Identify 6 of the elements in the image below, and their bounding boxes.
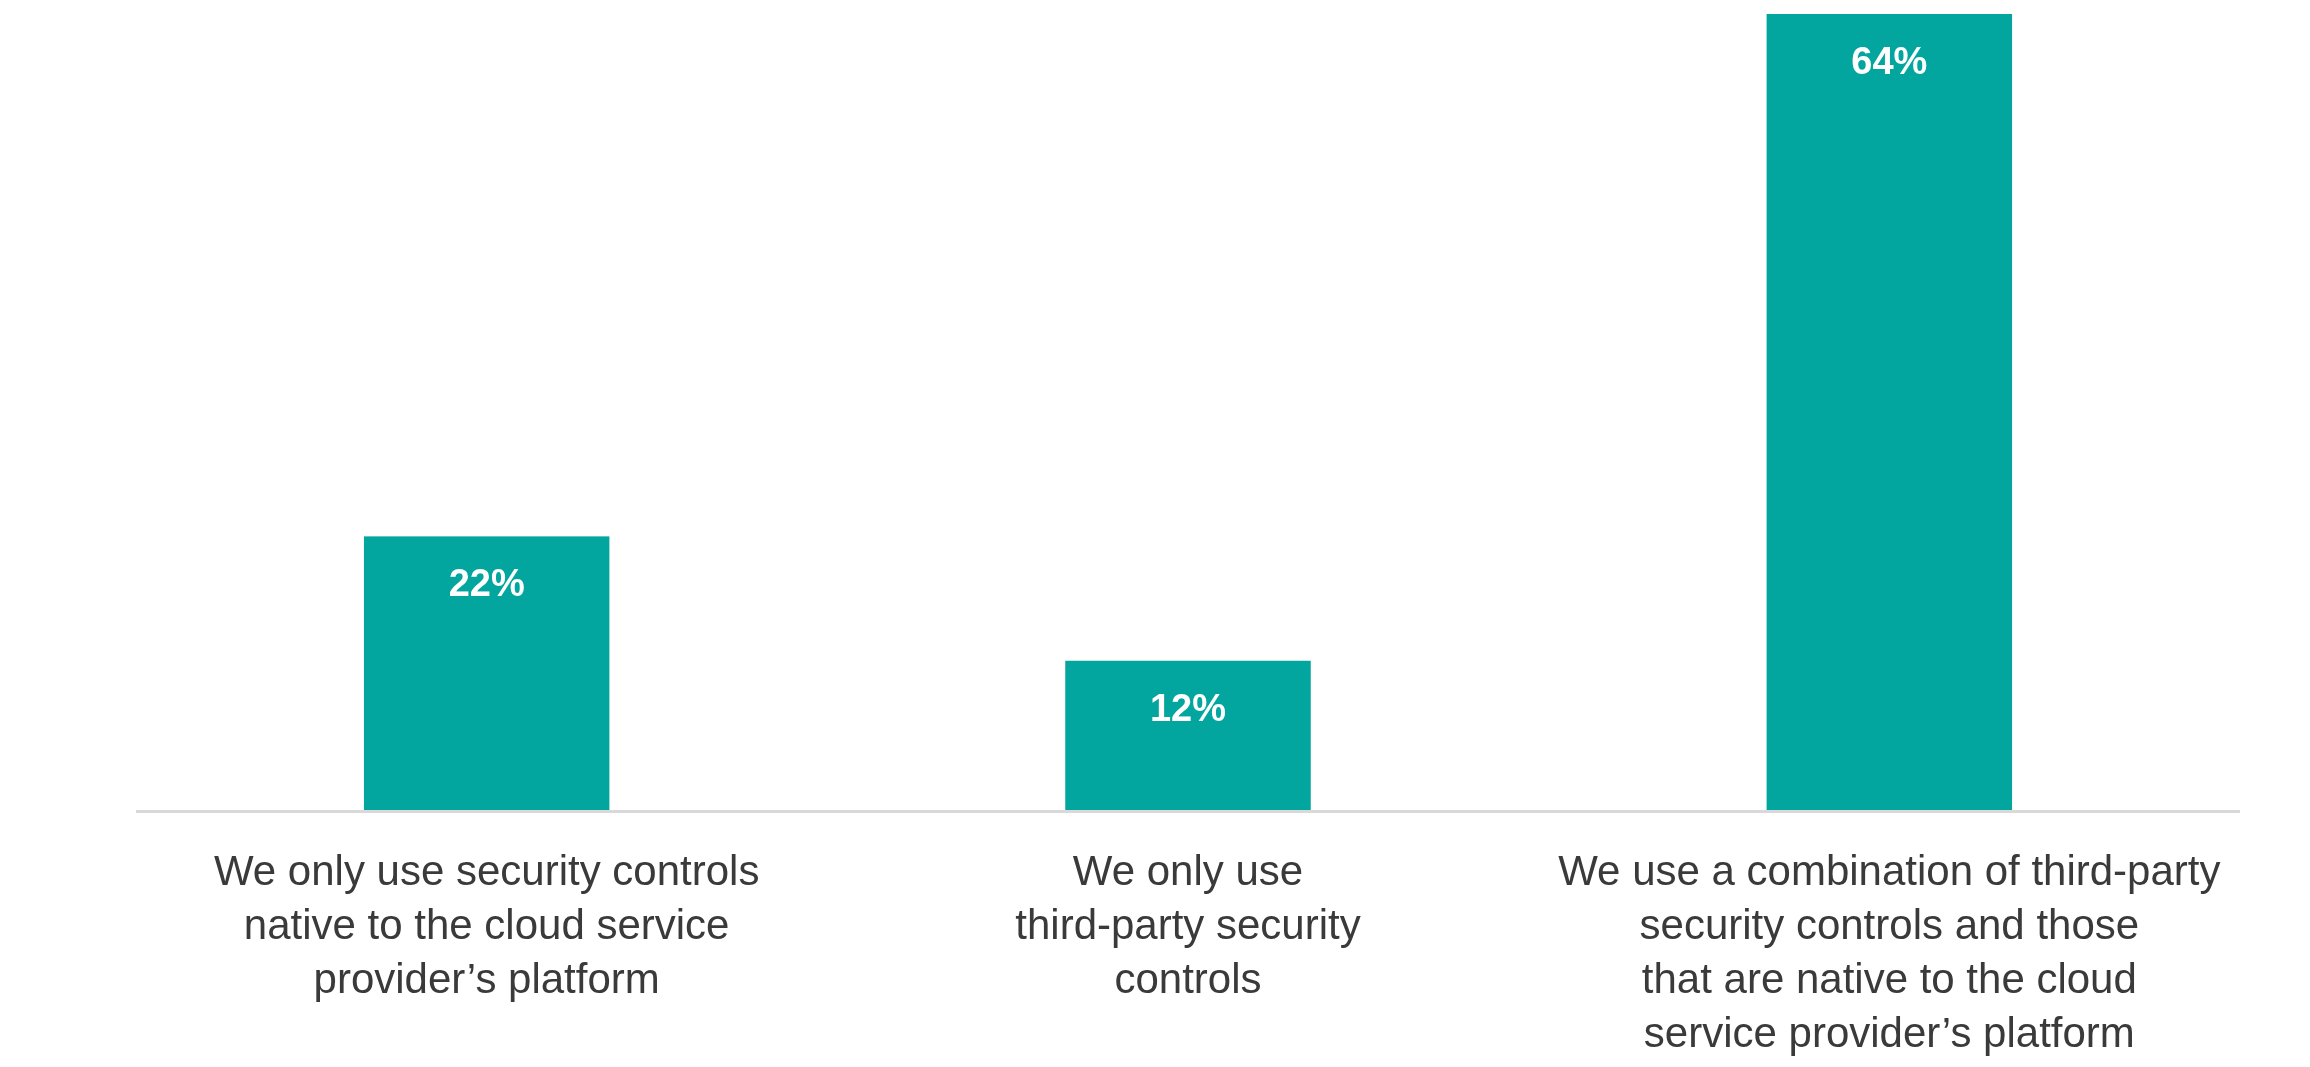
data-label: 64% <box>1851 40 1928 82</box>
x-tick-label: We only use third-party security controls <box>1015 847 1361 1002</box>
data-label: 12% <box>1149 686 1227 729</box>
x-tick-label: We use a combination of third-party security controls and those that are native to the cloud service provider’s platform <box>1558 847 2221 1056</box>
data-label: 22% <box>448 562 525 605</box>
x-tick-label: We only use security controls native to the cloud service provider’s platform <box>213 847 760 1002</box>
